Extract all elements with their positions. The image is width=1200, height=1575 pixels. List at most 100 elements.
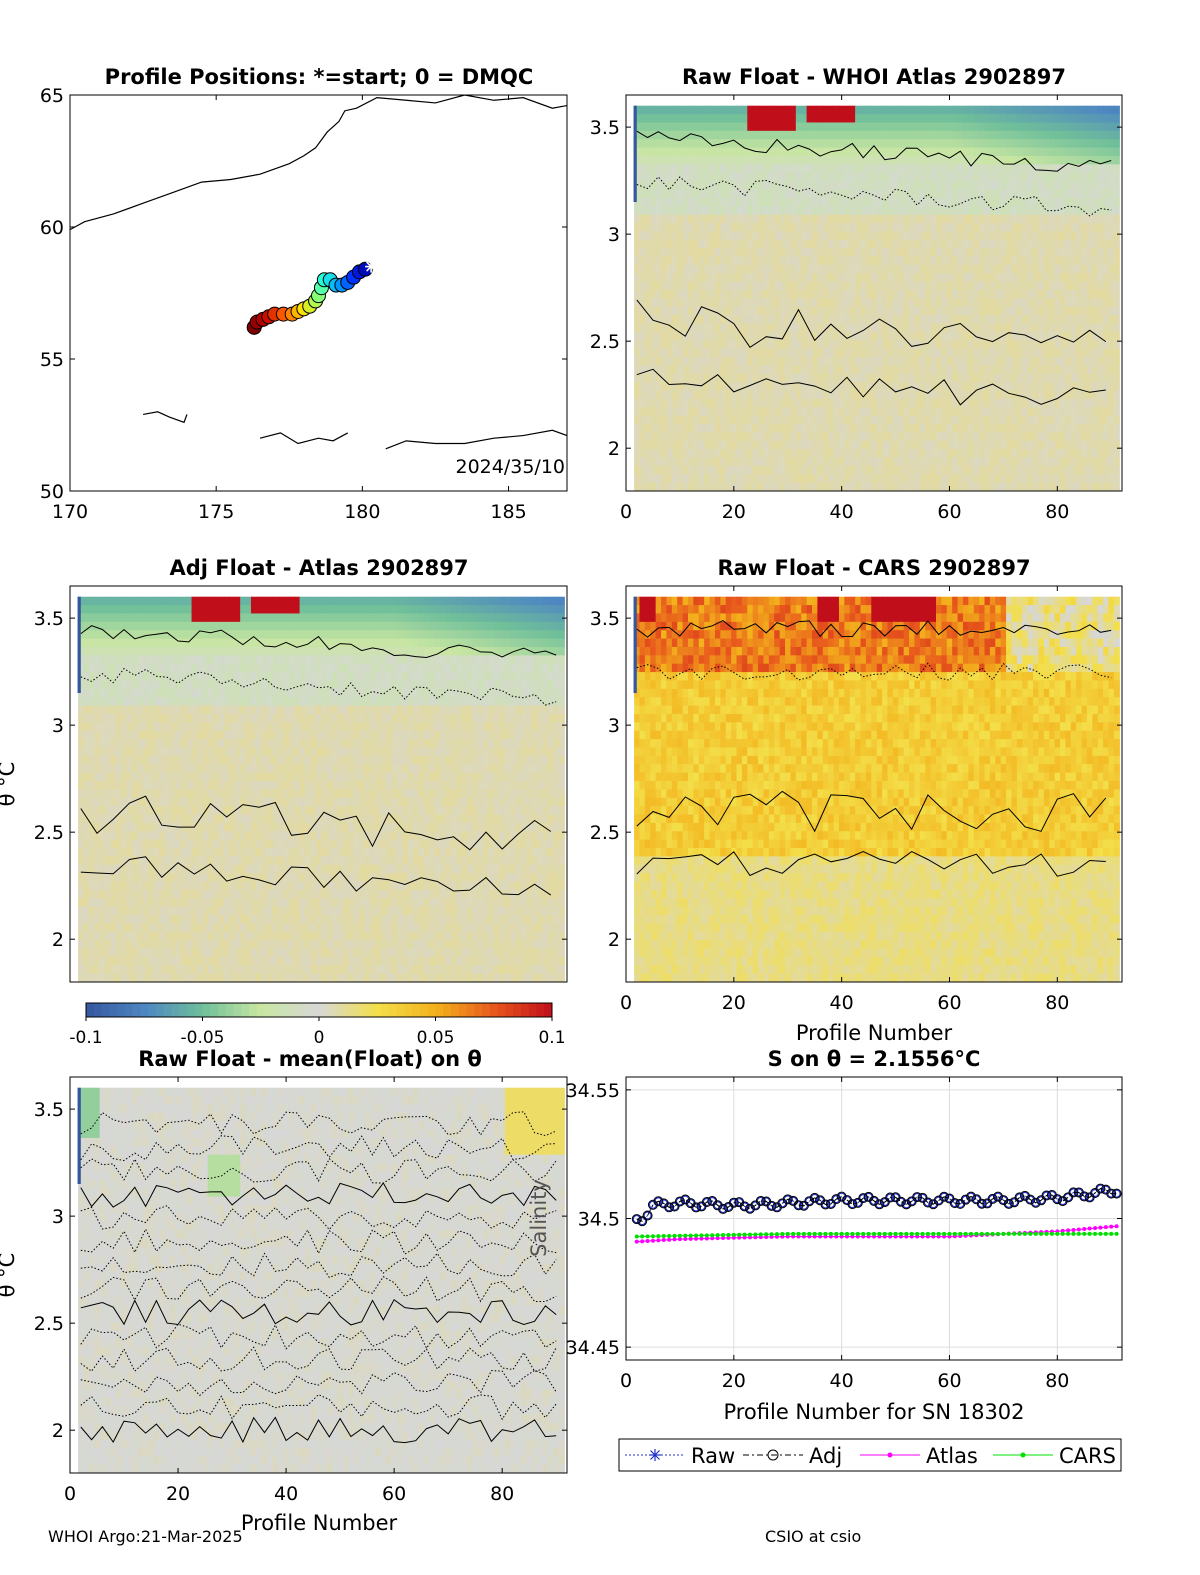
- heatmap-cell: [720, 239, 727, 249]
- heatmap-cell: [1113, 482, 1120, 491]
- heatmap-cell: [919, 356, 926, 366]
- heatmap-cell: [1016, 474, 1023, 484]
- heatmap-cell: [714, 331, 721, 341]
- heatmap-cell: [650, 315, 657, 325]
- heatmap-cell: [1000, 256, 1007, 266]
- heatmap-cell: [957, 465, 964, 475]
- heatmap-cell: [148, 688, 155, 698]
- heatmap-cell: [925, 130, 932, 140]
- heatmap-cell: [105, 772, 112, 782]
- heatmap-cell: [148, 596, 155, 606]
- heatmap-cell: [876, 465, 883, 475]
- heatmap-cell: [801, 289, 808, 299]
- heatmap-cell: [1049, 298, 1056, 308]
- heatmap-cell: [736, 323, 743, 333]
- heatmap-cell: [1081, 432, 1088, 442]
- heatmap-cell: [855, 222, 862, 232]
- heatmap-cell: [655, 197, 662, 207]
- heatmap-cell: [887, 264, 894, 274]
- heatmap-cell: [747, 373, 754, 383]
- heatmap-cell: [747, 139, 754, 149]
- heatmap-cell: [833, 474, 840, 484]
- heatmap-cell: [1081, 273, 1088, 283]
- heatmap-cell: [962, 449, 969, 459]
- heatmap-cell: [1000, 306, 1007, 316]
- heatmap-cell: [650, 356, 657, 366]
- heatmap-cell: [989, 105, 996, 115]
- heatmap-cell: [121, 965, 128, 975]
- heatmap-cell: [1103, 323, 1110, 333]
- heatmap-cell: [989, 440, 996, 450]
- heatmap-cell: [838, 222, 845, 232]
- heatmap-cell: [973, 465, 980, 475]
- heatmap-cell: [720, 231, 727, 241]
- heatmap-cell: [1060, 164, 1066, 174]
- heatmap-cell: [882, 147, 889, 157]
- heatmap-cell: [763, 365, 770, 375]
- heatmap-cell: [919, 306, 926, 316]
- heatmap-cell: [137, 646, 144, 656]
- heatmap-cell: [709, 482, 716, 491]
- heatmap-cell: [946, 147, 953, 157]
- heatmap-cell: [930, 114, 937, 124]
- heatmap-cell: [1006, 164, 1013, 174]
- heatmap-cell: [1016, 256, 1023, 266]
- heatmap-cell: [898, 164, 905, 174]
- heatmap-cell: [801, 306, 808, 316]
- heatmap-cell: [164, 697, 171, 707]
- heatmap-cell: [892, 289, 899, 299]
- heatmap-cell: [1081, 407, 1088, 417]
- heatmap-cell: [925, 331, 932, 341]
- heatmap-cell: [747, 348, 754, 358]
- heatmap-cell: [930, 348, 937, 358]
- heatmap-cell: [903, 130, 910, 140]
- heatmap-cell: [94, 655, 101, 665]
- heatmap-cell: [1006, 214, 1013, 224]
- heatmap-cell: [1054, 423, 1061, 433]
- heatmap-cell: [984, 239, 991, 249]
- heatmap-cell: [704, 423, 711, 433]
- heatmap-cell: [736, 181, 743, 191]
- heatmap-cell: [99, 672, 106, 682]
- heatmap-cell: [860, 273, 867, 283]
- heatmap-cell: [892, 474, 899, 484]
- heatmap-cell: [855, 206, 862, 216]
- heatmap-cell: [650, 147, 657, 157]
- heatmap-cell: [110, 856, 117, 866]
- heatmap-cell: [1108, 222, 1115, 232]
- heatmap-cell: [698, 206, 705, 216]
- heatmap-cell: [714, 139, 721, 149]
- y-tick-label: 3.5: [590, 117, 620, 139]
- heatmap-cell: [1113, 130, 1120, 140]
- heatmap-cell: [698, 348, 705, 358]
- heatmap-cell: [153, 914, 160, 924]
- heatmap-cell: [849, 398, 856, 408]
- heatmap-cell: [752, 440, 759, 450]
- heatmap-cell: [634, 189, 641, 199]
- heatmap-cell: [817, 382, 824, 392]
- heatmap-cell: [892, 222, 899, 232]
- heatmap-cell: [817, 164, 824, 174]
- heatmap-cell: [1108, 164, 1115, 174]
- heatmap-cell: [909, 474, 916, 484]
- heatmap-cell: [774, 315, 781, 325]
- heatmap-cell: [704, 105, 711, 115]
- heatmap-cell: [655, 189, 662, 199]
- heatmap-cell: [973, 197, 980, 207]
- heatmap-cell: [882, 415, 889, 425]
- heatmap-cell: [698, 248, 705, 258]
- heatmap-cell: [1000, 390, 1007, 400]
- heatmap-cell: [644, 306, 651, 316]
- heatmap-cell: [747, 239, 754, 249]
- heatmap-cell: [1108, 105, 1115, 115]
- heatmap-cell: [159, 956, 166, 966]
- heatmap-cell: [1081, 114, 1088, 124]
- heatmap-cell: [644, 365, 651, 375]
- heatmap-cell: [677, 348, 684, 358]
- heatmap-cell: [731, 315, 738, 325]
- heatmap-cell: [903, 390, 910, 400]
- heatmap-cell: [795, 239, 802, 249]
- heatmap-cell: [838, 114, 845, 124]
- heatmap-cell: [1065, 323, 1072, 333]
- heatmap-cell: [99, 822, 106, 832]
